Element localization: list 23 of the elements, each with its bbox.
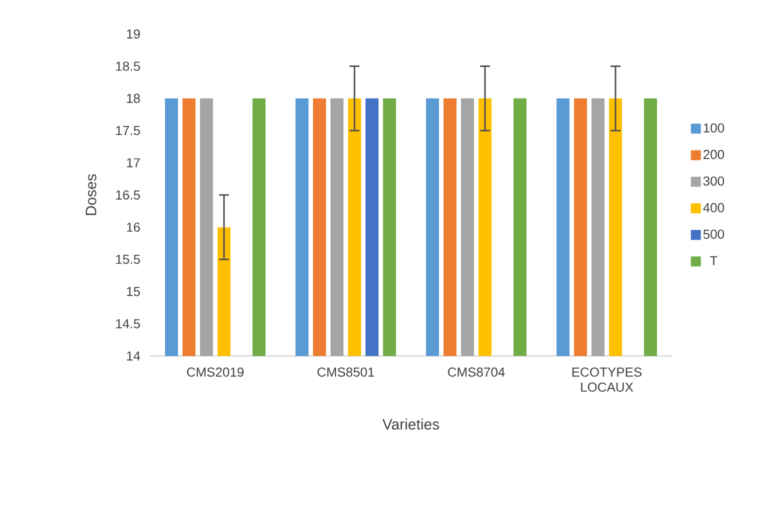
y-tick-label: 19 [127,29,140,39]
legend-label: 100 [704,123,724,133]
legend-label: 300 [703,176,724,186]
y-tick-label: 16.5 [116,190,140,200]
y-tick-label: 18.5 [116,62,140,71]
x-tick-label: ECOTYPES LOCAUX [572,368,642,392]
legend-label: T [710,256,718,266]
legend-label: 200 [704,150,724,160]
y-axis-title: Doses [86,174,96,216]
y-tick-label: 15 [127,287,140,296]
y-tick-label: 16 [127,222,140,232]
x-tick-label: CMS8704 [448,368,505,377]
legend-label: 400 [703,203,724,212]
y-tick-label: 15.5 [116,254,140,264]
y-tick-label: 17.5 [116,126,140,136]
x-axis-title: Varieties [382,418,440,430]
y-tick-label: 17 [127,158,140,168]
x-tick-label: CMS2019 [187,368,244,377]
y-tick-label: 14.5 [116,319,140,328]
x-tick-label: CMS8501 [318,368,374,377]
y-tick-label: 14 [127,352,140,360]
legend-label: 500 [703,230,724,239]
y-tick-label: 18 [127,94,140,103]
